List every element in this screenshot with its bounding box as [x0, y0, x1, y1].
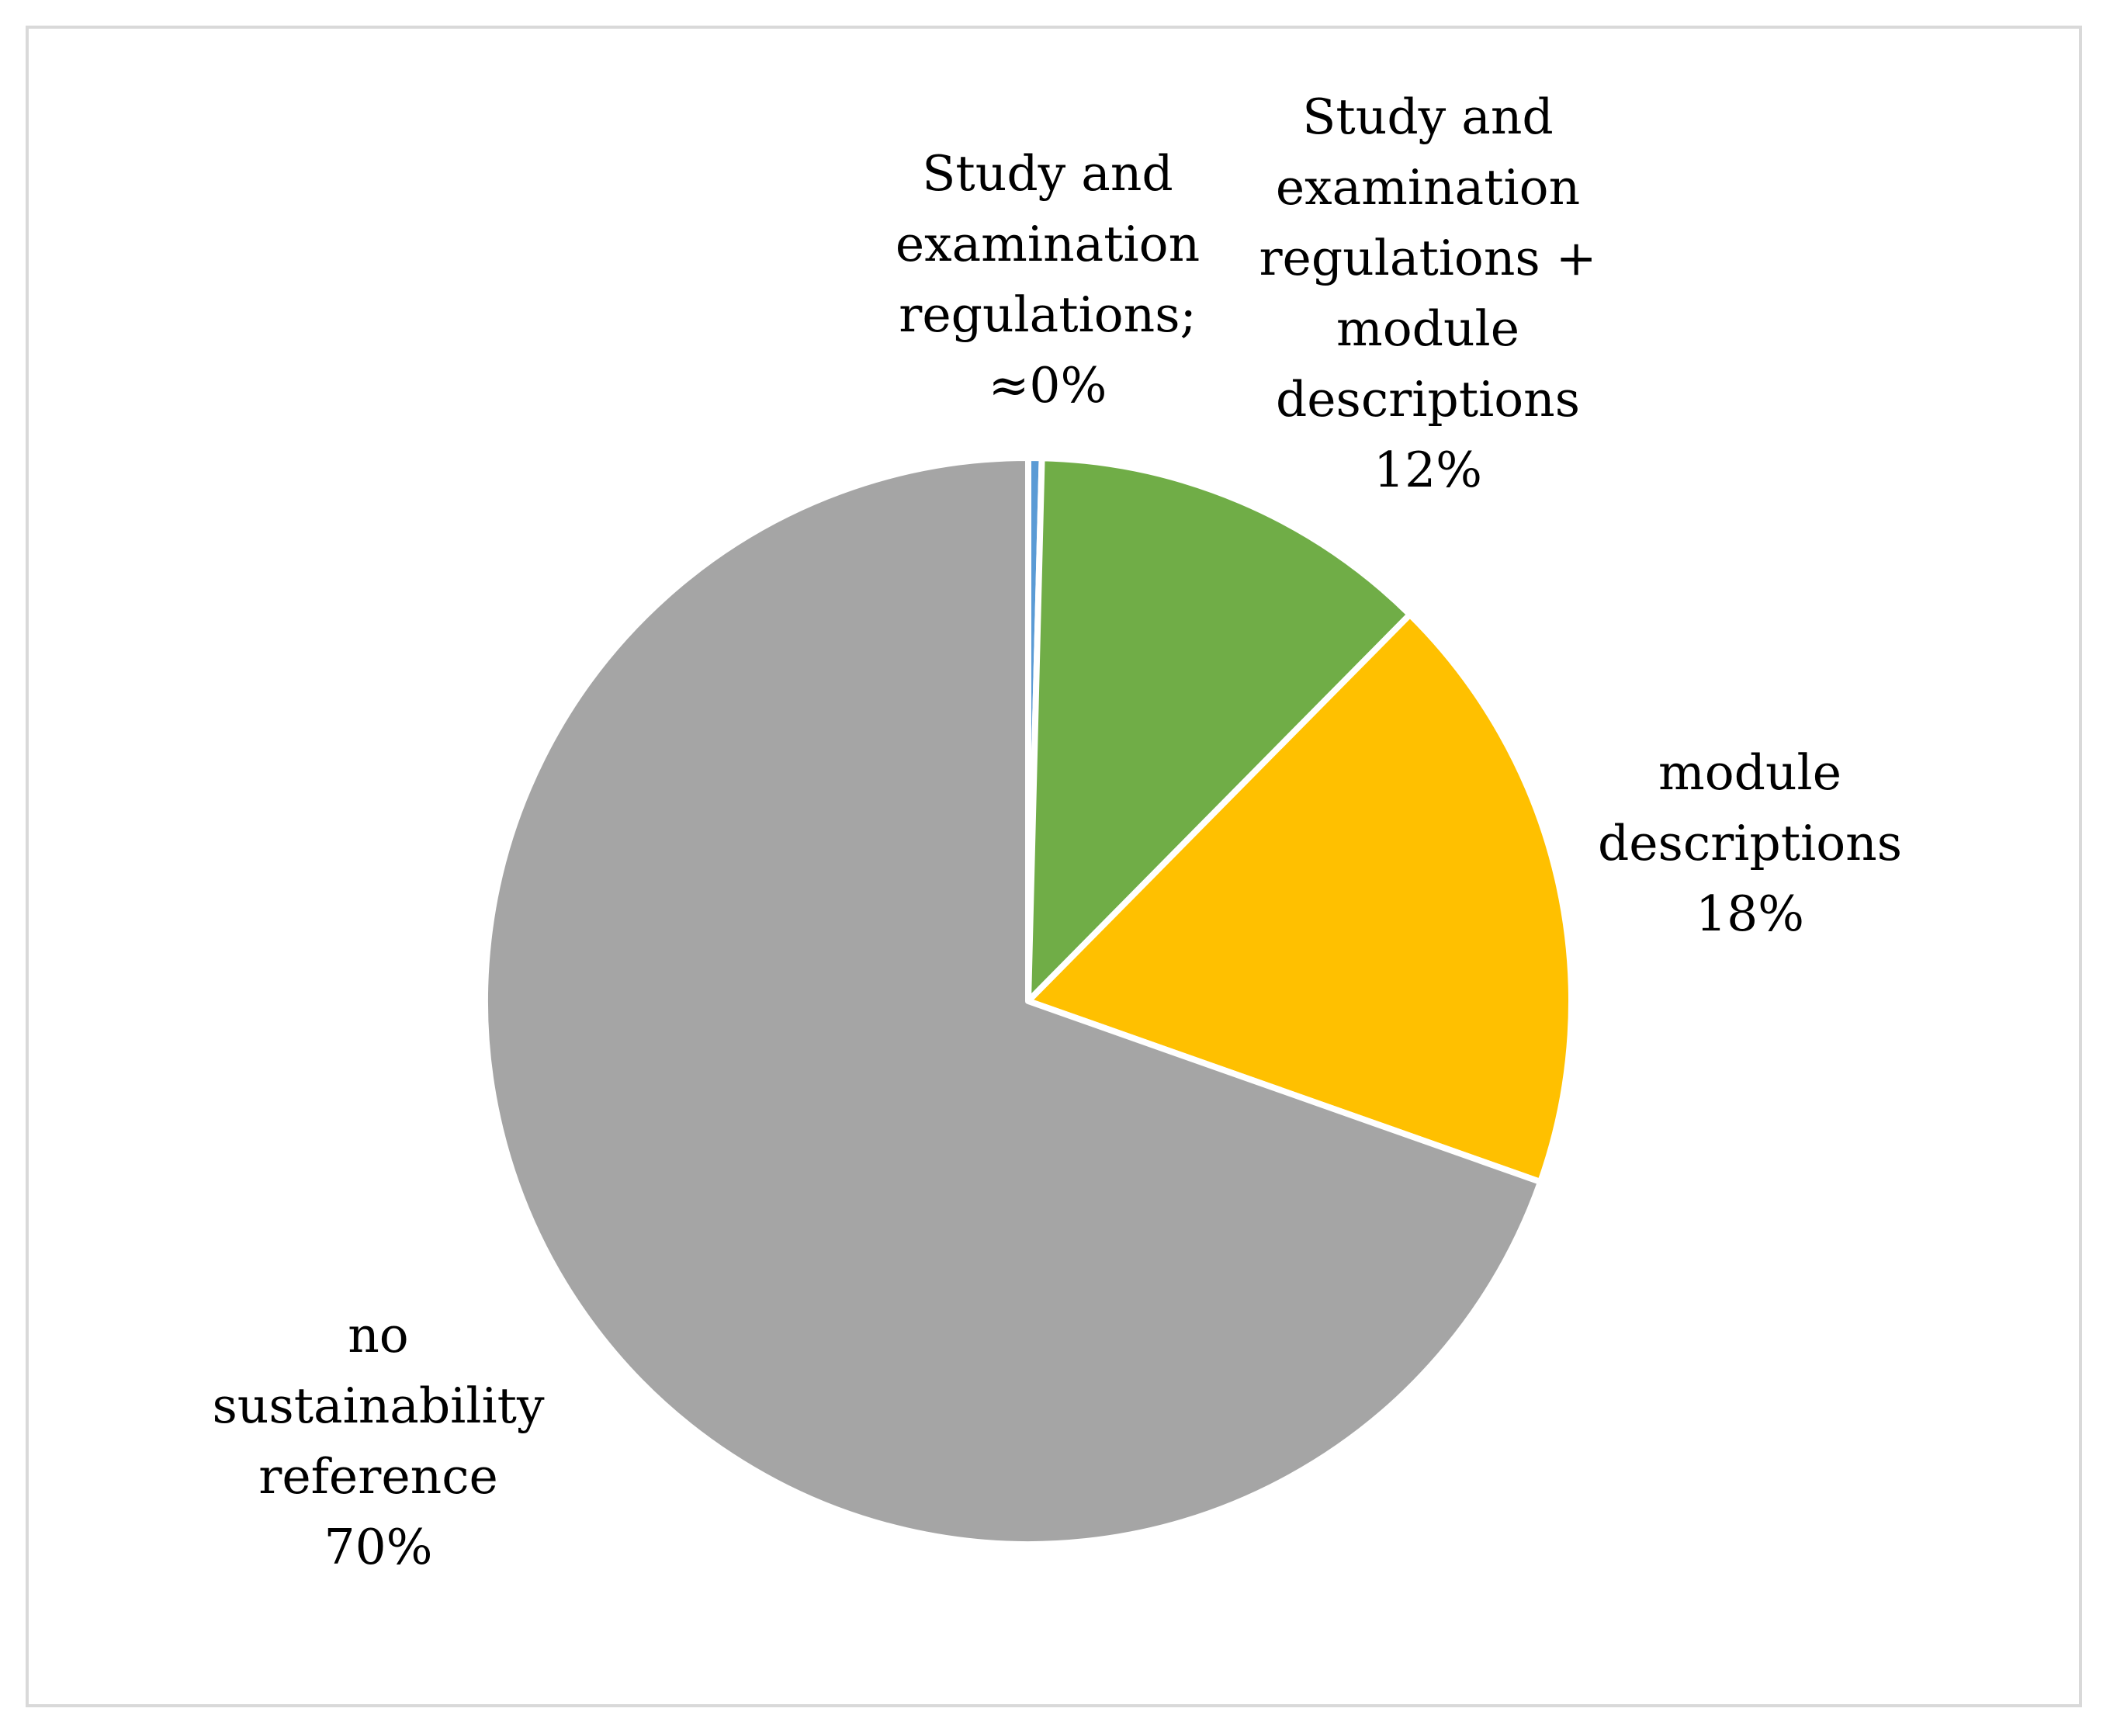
label-regs-plus-modules: Study and examination regulations + modu…	[1259, 88, 1597, 498]
label-module-descriptions: module descriptions 18%	[1597, 744, 1903, 942]
label-no-sustainability: no sustainability reference 70%	[212, 1307, 545, 1575]
slice-regs-plus-modules	[1025, 455, 1413, 1004]
slice-no-sustainability	[481, 455, 1544, 1547]
slice-module-descriptions	[1025, 611, 1575, 1185]
label-study-exam-regs: Study and examination regulations; ≈0%	[895, 145, 1201, 414]
